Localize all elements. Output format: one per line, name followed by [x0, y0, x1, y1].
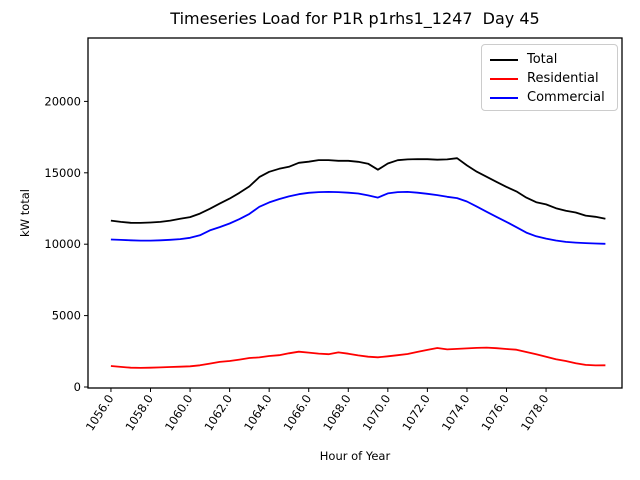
legend-item-residential: Residential	[490, 69, 609, 88]
x-tick-label: 1064.0	[241, 392, 275, 433]
x-tick-label: 1068.0	[320, 392, 354, 433]
series-line-total	[110, 157, 606, 224]
legend-item-total: Total	[490, 50, 609, 69]
legend-label: Residential	[527, 71, 599, 86]
x-tick-label: 1076.0	[478, 392, 512, 433]
y-tick-label: 0	[74, 380, 81, 394]
x-tick-label: 1066.0	[281, 392, 315, 433]
x-tick-label: 1062.0	[201, 392, 235, 433]
y-tick-label: 10000	[44, 237, 81, 251]
plot-border	[87, 37, 623, 389]
y-tick-label: 5000	[52, 309, 81, 323]
x-tick-label: 1078.0	[518, 392, 552, 433]
legend-line-sample-total	[490, 58, 518, 61]
x-tick-label: 1060.0	[162, 392, 196, 433]
x-tick-label: 1072.0	[399, 392, 433, 433]
y-tick-label: 15000	[44, 166, 81, 180]
x-tick-label: 1070.0	[360, 392, 394, 433]
x-tick-label: 1074.0	[439, 392, 473, 433]
legend-label: Commercial	[527, 90, 605, 105]
y-axis-label: kW total	[18, 189, 32, 237]
x-tick-label: 1058.0	[122, 392, 156, 433]
series-line-residential	[110, 346, 606, 369]
legend-label: Total	[527, 52, 558, 67]
legend-line-sample-commercial	[490, 96, 518, 99]
x-axis-label: Hour of Year	[319, 449, 391, 463]
legend: Total Residential Commercial	[481, 44, 618, 111]
legend-item-commercial: Commercial	[490, 88, 609, 107]
legend-line-sample-residential	[490, 77, 518, 80]
series-line-commercial	[110, 190, 606, 245]
y-tick-label: 20000	[44, 94, 81, 108]
chart-title: Timeseries Load for P1R p1rhs1_1247 Day …	[170, 9, 540, 28]
x-tick-label: 1056.0	[83, 392, 117, 433]
